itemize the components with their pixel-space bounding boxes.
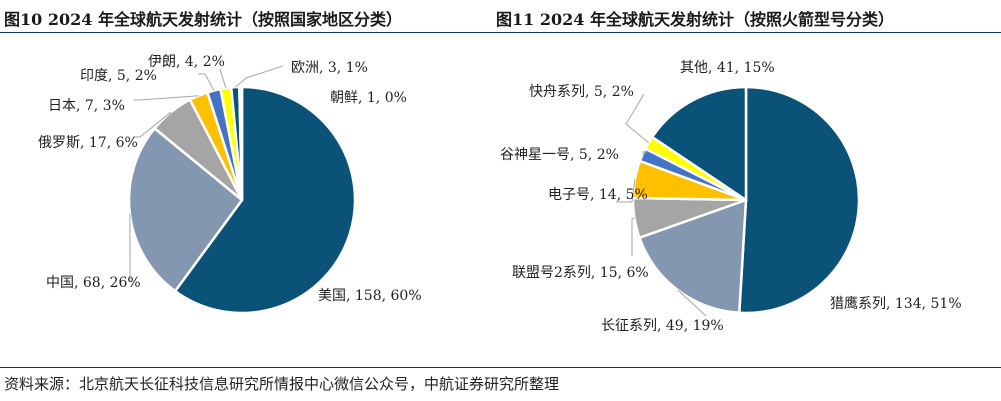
- pie-slice: [173, 85, 357, 315]
- data-label: 中国, 68, 26%: [46, 275, 141, 291]
- source-note: 资料来源：北京航天长征科技信息研究所情报中心微信公众号，中航证券研究所整理: [4, 375, 560, 393]
- leader-line: [134, 95, 199, 101]
- leader-line: [616, 179, 636, 203]
- leader-line: [625, 93, 649, 144]
- data-label: 美国, 158, 60%: [318, 288, 422, 304]
- leader-line: [198, 73, 215, 91]
- data-label: 印度, 5, 2%: [80, 68, 157, 84]
- right-figure-title: 图11 2024 年全球航天发射统计（按照火箭型号分类）: [496, 10, 894, 29]
- country-pie-chart: 美国, 158, 60% 中国, 68, 26% 俄罗斯, 17, 6% 日本, 7,…: [38, 54, 422, 315]
- data-label: 朝鲜, 1, 0%: [330, 90, 407, 106]
- data-label: 俄罗斯, 17, 6%: [38, 135, 138, 151]
- data-label: 其他, 41, 15%: [680, 60, 775, 76]
- data-label: 欧洲, 3, 1%: [291, 60, 368, 76]
- leader-line: [631, 217, 635, 256]
- left-figure-title: 图10 2024 年全球航天发射统计（按照国家地区分类）: [4, 10, 402, 29]
- data-label: 电子号, 14, 5%: [548, 187, 648, 203]
- pie-slice: [738, 85, 861, 315]
- leader-line: [134, 111, 172, 138]
- pie-slice: [638, 198, 748, 315]
- pie-slice: [238, 85, 244, 202]
- rocket-pie-chart: 猎鹰系列, 134, 51% 长征系列, 49, 19% 联盟号2系列, 15, 6…: [500, 60, 962, 334]
- leader-line: [642, 151, 648, 156]
- leader-line: [677, 289, 707, 317]
- pie-slice: [650, 85, 748, 202]
- data-label: 长征系列, 49, 19%: [601, 318, 724, 334]
- data-label: 日本, 7, 3%: [48, 98, 125, 114]
- data-label: 谷神星一号, 5, 2%: [500, 147, 619, 163]
- data-label: 猎鹰系列, 134, 51%: [830, 296, 962, 312]
- leader-line: [234, 65, 284, 88]
- title-divider: [0, 32, 1001, 33]
- data-label: 伊朗, 4, 2%: [148, 54, 225, 70]
- data-label: 快舟系列, 5, 2%: [529, 84, 634, 100]
- source-divider: [0, 367, 1001, 368]
- data-label: 联盟号2系列, 15, 6%: [512, 265, 649, 281]
- leader-line: [219, 68, 227, 89]
